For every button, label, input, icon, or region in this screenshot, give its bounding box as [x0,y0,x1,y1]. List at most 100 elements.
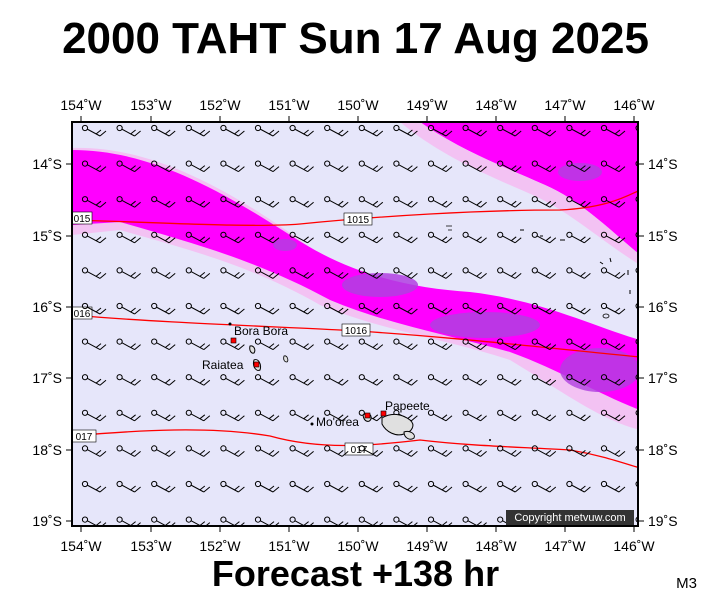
wind-barb [151,409,176,422]
isobar-edge-label: 015 [74,214,91,225]
wind-barb [635,516,638,523]
wind-barb [220,480,245,493]
wind-barb [393,374,418,386]
wind-barb [324,196,349,208]
wind-barb [116,302,141,315]
lon-tick-label: 153˚W [130,538,172,554]
wind-barb [254,409,280,422]
wind-barb [531,409,557,422]
wind-barb [151,124,176,137]
wind-barb [185,480,211,493]
lat-tick-label: 15˚S [32,228,62,244]
wind-barb [116,445,141,457]
wind-barb [254,338,280,351]
lat-tick-label: 14˚S [648,156,678,172]
wind-band [72,122,638,430]
tick-marks [66,116,644,532]
wind-barb [635,267,638,274]
lat-labels-left: 14˚S 15˚S 16˚S 17˚S 18˚S 19˚S [32,156,62,529]
map-frame [71,121,639,527]
wind-barb [289,196,314,208]
wind-barb [324,160,349,173]
wind-barb [427,231,453,244]
wind-barb [393,480,418,493]
wind-barb [462,124,487,137]
wind-barb [185,196,211,208]
wind-barb [635,409,638,416]
wind-barb [566,374,591,386]
wind-barb [324,338,349,351]
wind-barb [81,445,107,457]
wind-barb [289,374,314,386]
wind-barb [254,160,280,173]
wind-barb [393,231,418,244]
wind-barb [462,445,487,457]
wind-barb [531,196,557,208]
wind-barb [358,160,384,173]
wind-barb [393,160,418,173]
wind-barb [151,480,176,493]
wind-barb [185,445,211,457]
wind-barb [462,196,487,208]
wind-barb [220,124,245,137]
wind-barb [151,338,176,351]
wind-barb [531,160,557,173]
wind-barb [220,374,245,386]
wind-barb [81,124,107,137]
wind-barb [462,374,487,386]
wind-barb [531,231,557,244]
wind-barb [151,160,176,173]
wind-barb [358,445,384,457]
wind-barb [289,267,314,279]
wind-barb [116,160,141,173]
wind-barb [81,196,107,208]
isobar-edge-label: 017 [76,432,93,443]
wind-band-upper [420,122,638,254]
wind-barb [393,196,418,208]
wind-barb [427,160,453,173]
wind-barb [358,124,384,137]
wind-barb [289,124,314,137]
lon-tick-label: 150˚W [337,97,379,113]
wind-barb [635,374,638,381]
wind-barb [220,267,245,279]
place-label-bora-bora: Bora Bora [234,324,288,338]
wind-barb [116,480,141,493]
wind-barb [497,124,522,137]
lon-tick-label: 148˚W [475,97,517,113]
wind-barb [254,445,280,457]
wind-barb [600,160,626,173]
wind-barb [600,480,626,493]
wind-barb [116,374,141,386]
bora-bora-marker [230,337,237,344]
wind-barb [462,480,487,493]
wind-barb [116,338,141,351]
wind-barb [185,267,211,279]
wind-barb [427,409,453,422]
lon-tick-label: 151˚W [268,97,310,113]
wind-barb [220,302,245,315]
wind-barb [566,124,591,137]
wind-barb [462,302,487,315]
lon-tick-label: 152˚W [199,97,241,113]
wind-barb [497,374,522,386]
wind-barb [393,445,418,457]
wind-barb [324,267,349,279]
wind-barb [254,267,280,279]
lat-tick-label: 15˚S [648,228,678,244]
lon-tick-label: 147˚W [544,538,586,554]
wind-barb [81,231,107,244]
wind-barb [566,409,591,422]
wind-barb [427,480,453,493]
wind-barb [497,160,522,173]
wind-barb [358,196,384,208]
wind-barb [116,196,141,208]
wind-barb [254,124,280,137]
wind-barb [81,160,107,173]
wind-barb [81,267,107,279]
wind-barb [324,445,349,457]
wind-barb [151,302,176,315]
wind-barb [531,302,557,315]
lon-tick-label: 153˚W [130,97,172,113]
wind-barb [462,267,487,279]
